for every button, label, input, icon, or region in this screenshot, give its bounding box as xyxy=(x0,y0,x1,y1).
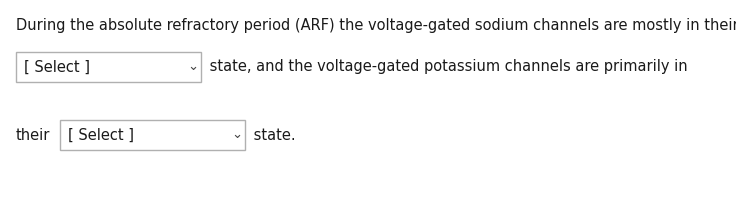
Text: ⌄: ⌄ xyxy=(187,60,198,74)
Text: ⌄: ⌄ xyxy=(231,129,242,142)
Text: their: their xyxy=(16,127,50,143)
Text: [ Select ]: [ Select ] xyxy=(68,127,134,143)
Text: [ Select ]: [ Select ] xyxy=(24,59,90,75)
FancyBboxPatch shape xyxy=(60,120,245,150)
Text: state, and the voltage-gated potassium channels are primarily in: state, and the voltage-gated potassium c… xyxy=(205,59,687,75)
Text: state.: state. xyxy=(249,127,296,143)
FancyBboxPatch shape xyxy=(16,52,201,82)
Text: During the absolute refractory period (ARF) the voltage-gated sodium channels ar: During the absolute refractory period (A… xyxy=(16,18,736,33)
